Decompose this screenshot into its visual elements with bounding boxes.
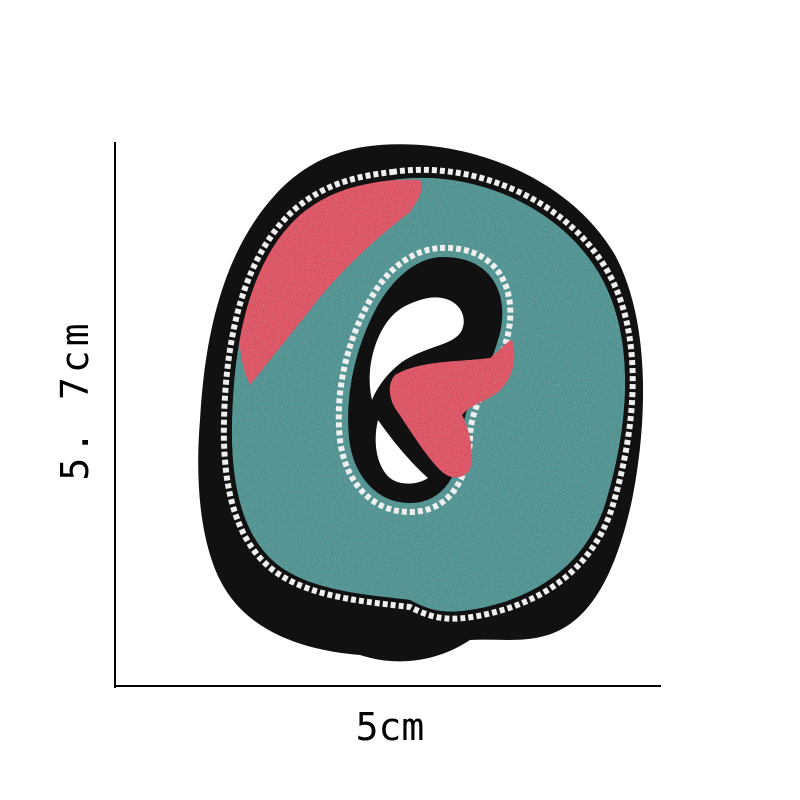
width-label: 5cm bbox=[355, 705, 425, 749]
outer-stitch bbox=[220, 166, 636, 622]
inner-hole-upper bbox=[369, 297, 464, 400]
inner-hole-lower bbox=[375, 420, 428, 484]
width-dimension-line bbox=[114, 685, 661, 687]
height-dimension-line bbox=[114, 142, 116, 688]
red-chenille-tongue bbox=[389, 340, 515, 478]
inner-loop-stitch bbox=[335, 244, 514, 516]
